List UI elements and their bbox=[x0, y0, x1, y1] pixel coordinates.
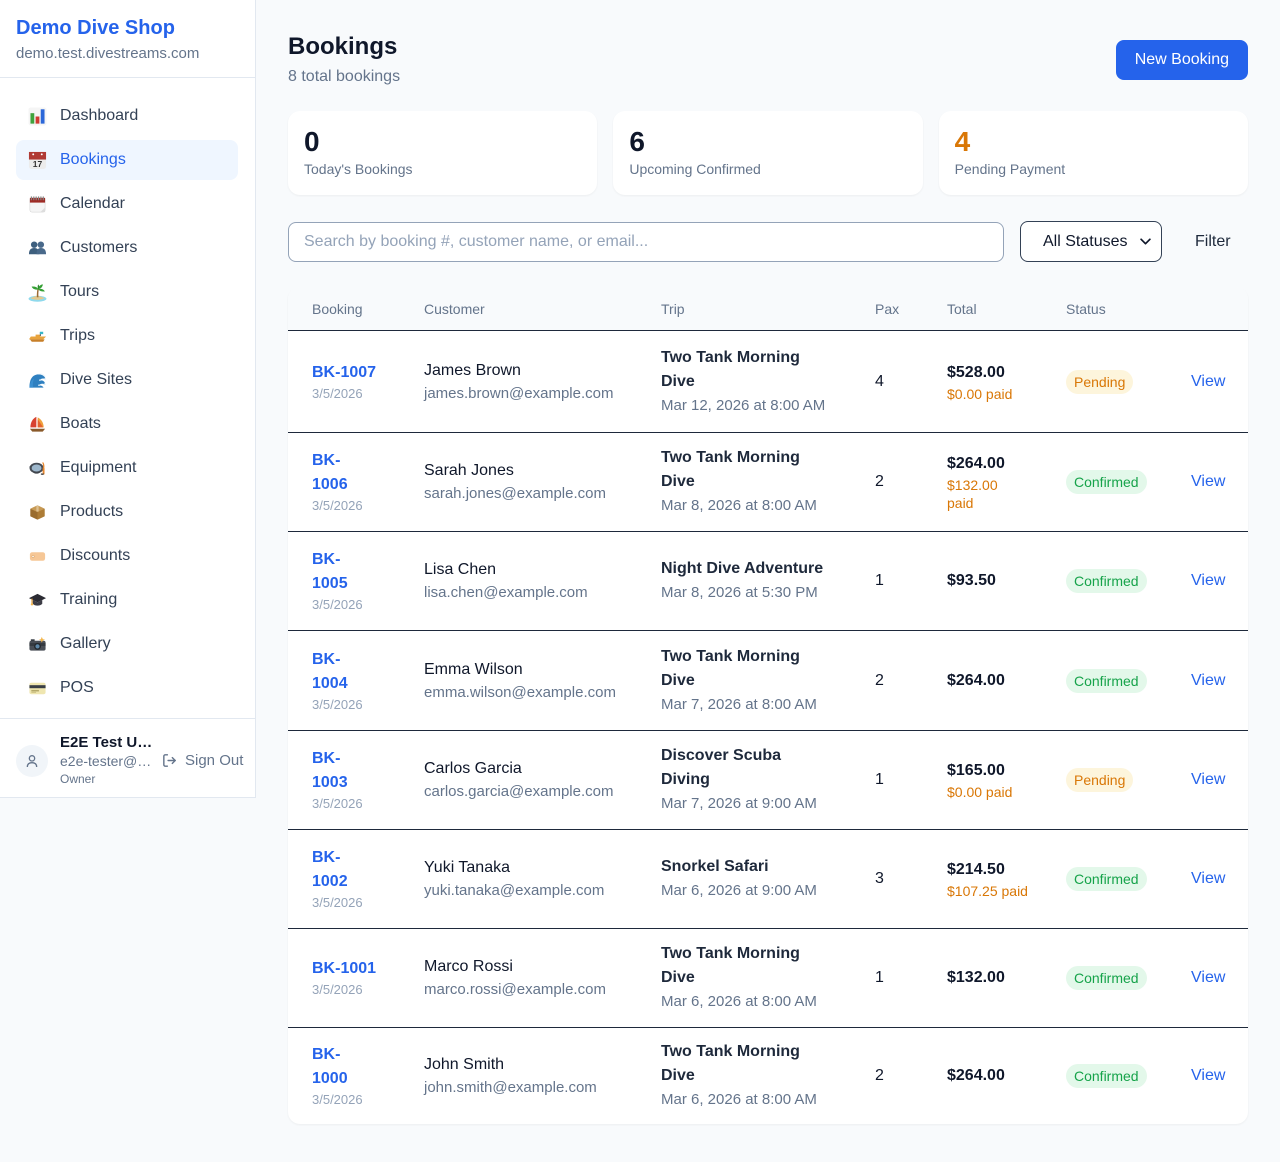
svg-text:17: 17 bbox=[33, 159, 43, 169]
